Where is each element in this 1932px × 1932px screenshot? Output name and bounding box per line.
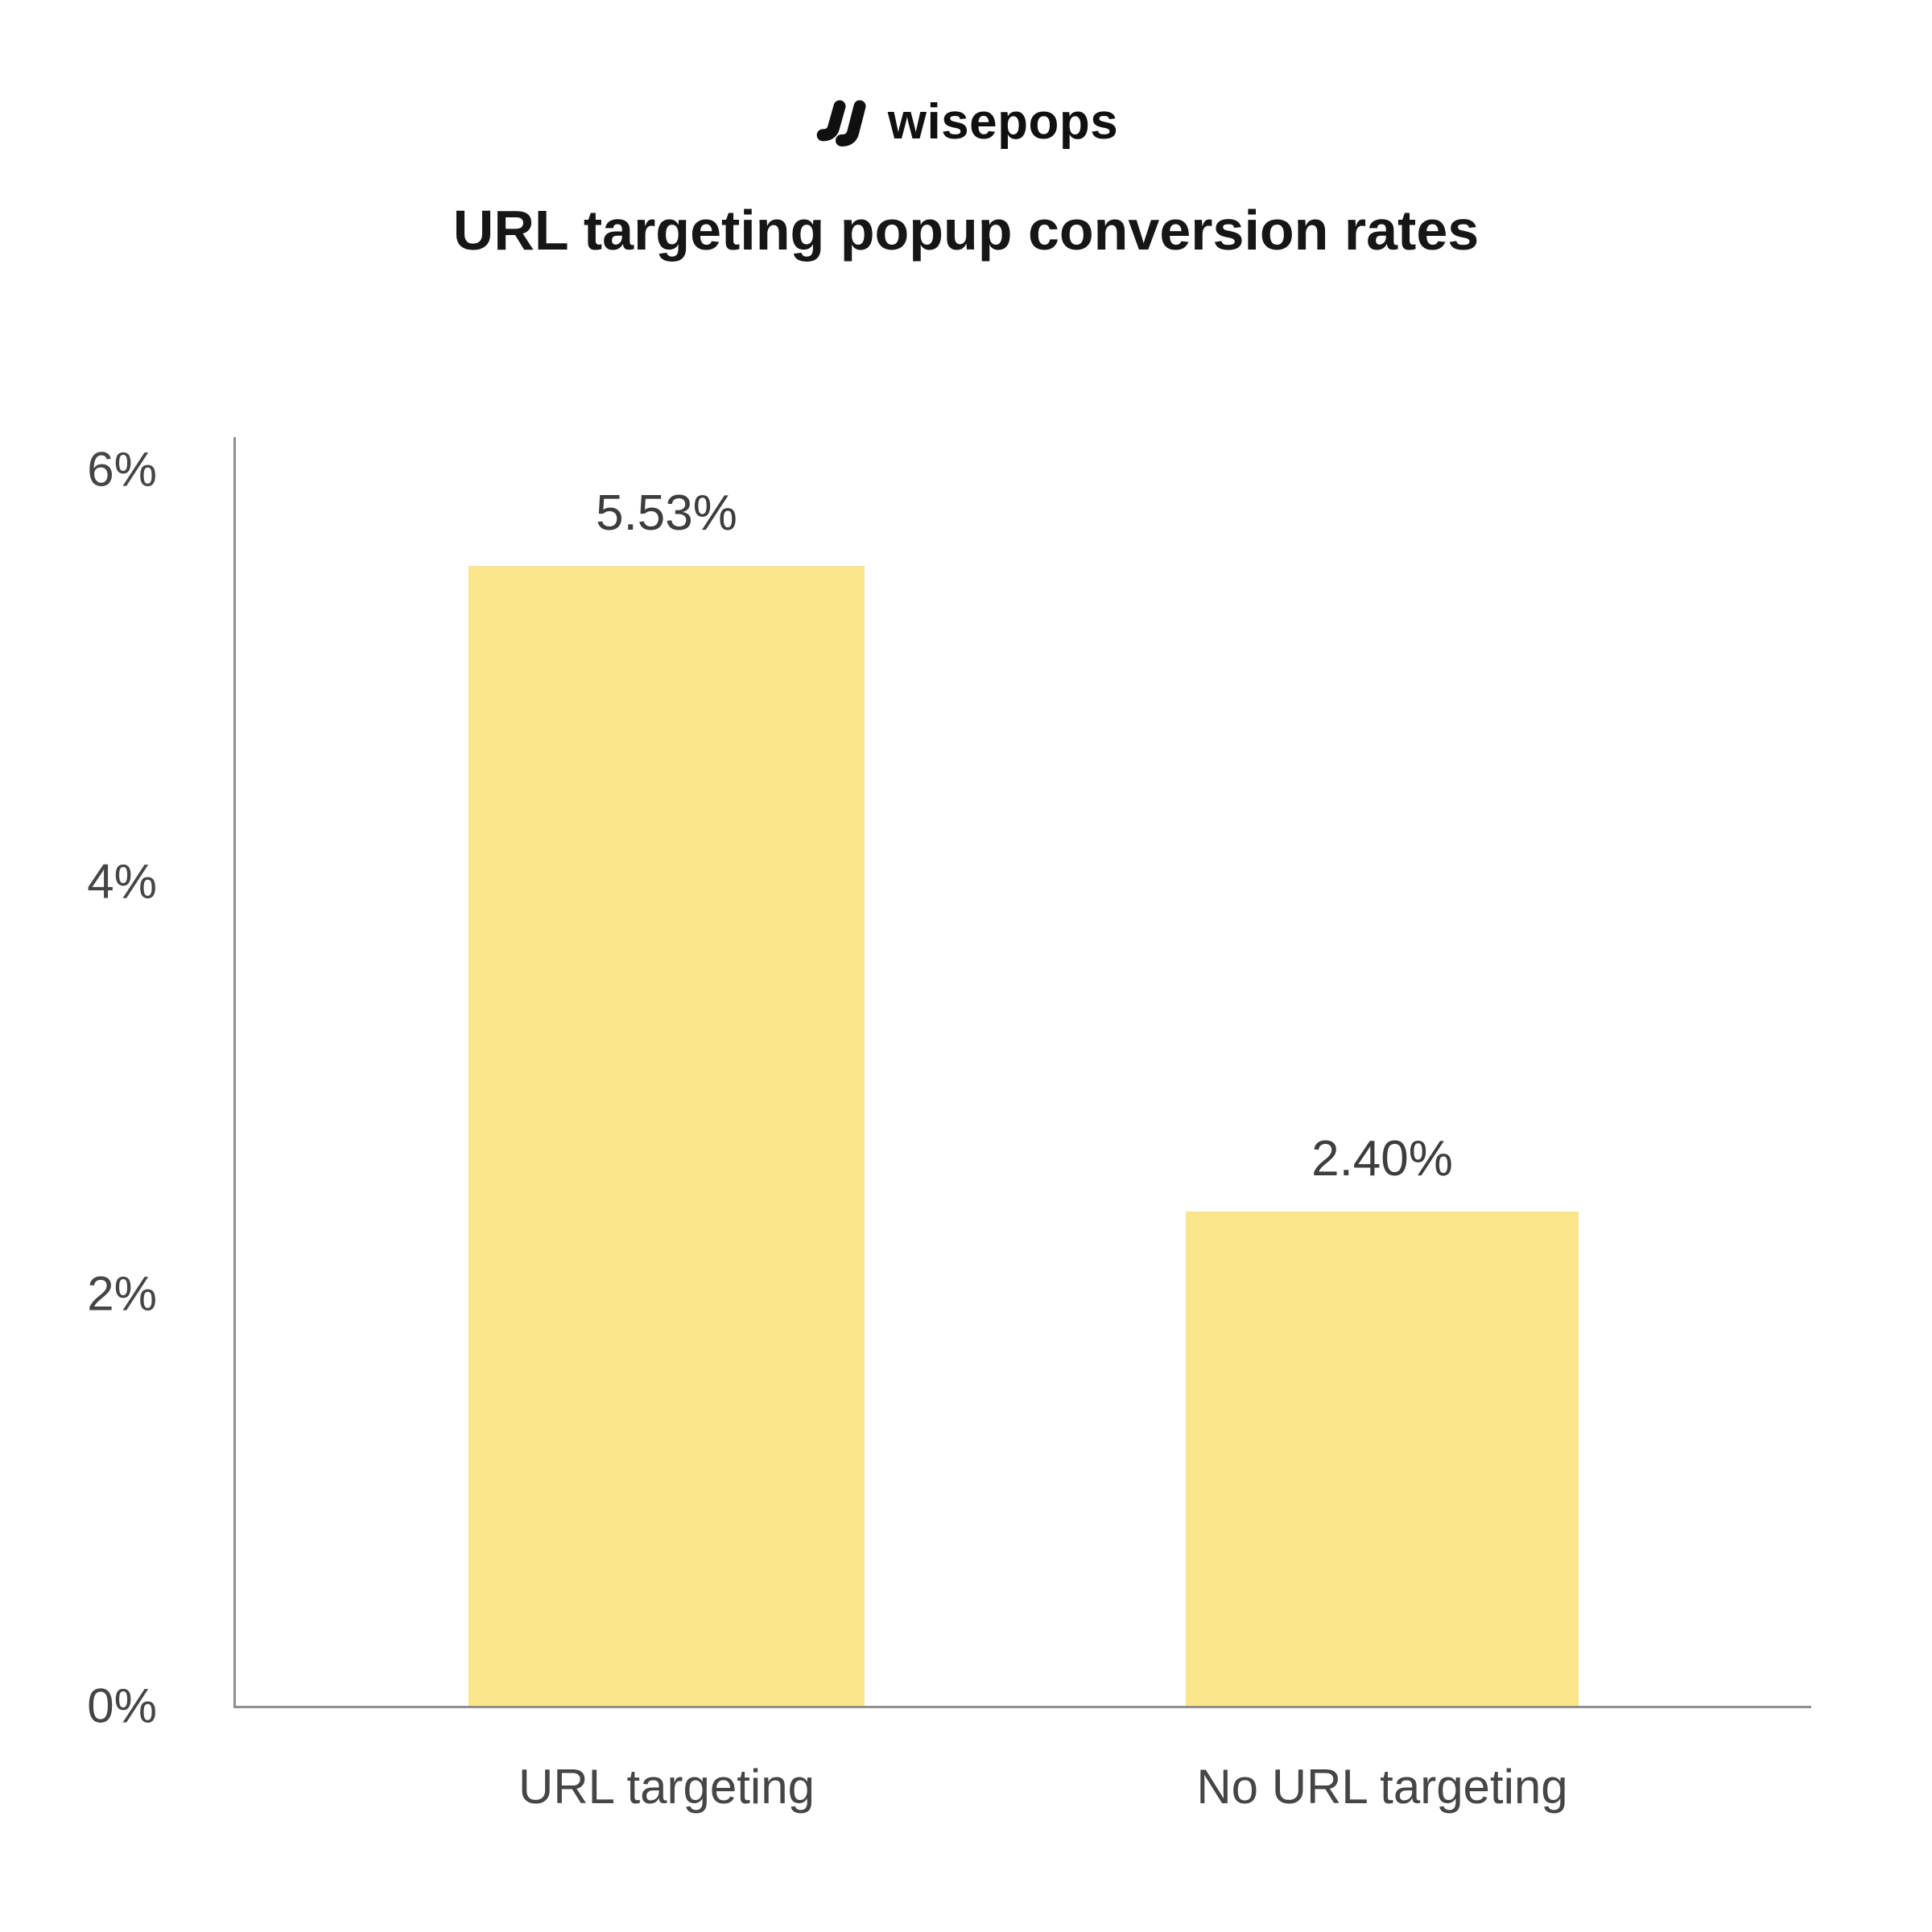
y-tick-label-6: 6% (87, 442, 157, 497)
wisepops-mark-icon (816, 100, 866, 147)
bar-url-targeting-fill (469, 566, 865, 1706)
x-category-label: No URL targeting (1196, 1760, 1568, 1814)
y-tick-label-0: 0% (87, 1678, 157, 1733)
wisepops-logo: wisepops (0, 93, 1932, 151)
bar-chart-plot-area: 6% 4% 2% 0% 5.53% URL targeting 2.40% No… (87, 437, 1811, 1814)
chart-title: URL targeting popup conversion rates (452, 199, 1480, 262)
bar-value-label: 2.40% (1311, 1130, 1453, 1187)
y-tick-label-4: 4% (87, 854, 157, 909)
bar-no-url-targeting-fill (1186, 1211, 1579, 1706)
y-tick-label-2: 2% (87, 1266, 157, 1321)
x-category-label: URL targeting (518, 1760, 815, 1814)
bar-value-label: 5.53% (596, 485, 737, 542)
bar-no-url-targeting: 2.40% No URL targeting (1186, 1131, 1579, 1814)
y-axis-line (233, 437, 236, 1706)
bar-url-targeting: 5.53% URL targeting (469, 485, 865, 1814)
x-axis-line (233, 1706, 1811, 1708)
wisepops-wordmark: wisepops (887, 94, 1119, 150)
